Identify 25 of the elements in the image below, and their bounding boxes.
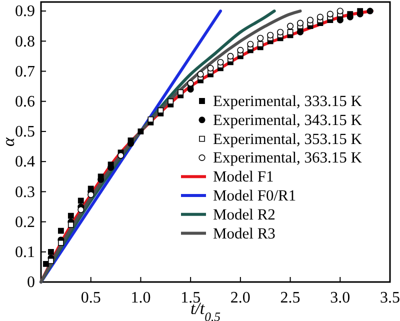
legend-label: Experimental, 353.15 K: [213, 130, 363, 148]
y-tick-label: 0.5: [15, 124, 35, 141]
y-tick-label: 0.4: [15, 154, 35, 171]
y-tick-label: 0.3: [15, 184, 35, 201]
y-tick-label: 0.9: [15, 3, 35, 20]
legend-label: Experimental, 333.15 K: [213, 93, 363, 110]
y-tick-label: 0.2: [15, 214, 35, 231]
y-tick-label: 0: [27, 274, 35, 292]
y-tick-label: 0.6: [15, 93, 35, 110]
legend-label: Experimental, 363.15 K: [213, 150, 363, 167]
legend-label: Model F0/R1: [213, 188, 296, 204]
legend-label: Model R3: [213, 225, 276, 242]
y-axis-title: α: [0, 136, 18, 146]
legend-label: Model F1: [213, 168, 274, 186]
x-tick-label: 2.5: [280, 289, 300, 306]
legend-label: Model R2: [213, 206, 276, 224]
x-tick-label: 1.0: [130, 289, 151, 306]
y-tick-label: 0.8: [15, 33, 35, 50]
x-tick-label: 3.0: [330, 289, 350, 306]
y-tick-label: 0.1: [15, 244, 35, 262]
x-tick-label: 2.0: [230, 289, 250, 306]
legend-label: Experimental, 343.15 K: [213, 112, 363, 129]
x-tick-label: 3.5: [380, 289, 400, 306]
y-tick-label: 0.7: [15, 63, 35, 80]
x-tick-label: 0.5: [80, 289, 101, 306]
